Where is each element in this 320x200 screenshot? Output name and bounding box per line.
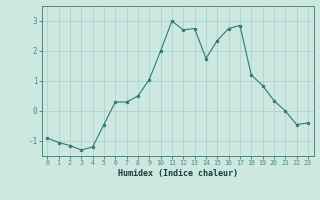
- X-axis label: Humidex (Indice chaleur): Humidex (Indice chaleur): [118, 169, 237, 178]
